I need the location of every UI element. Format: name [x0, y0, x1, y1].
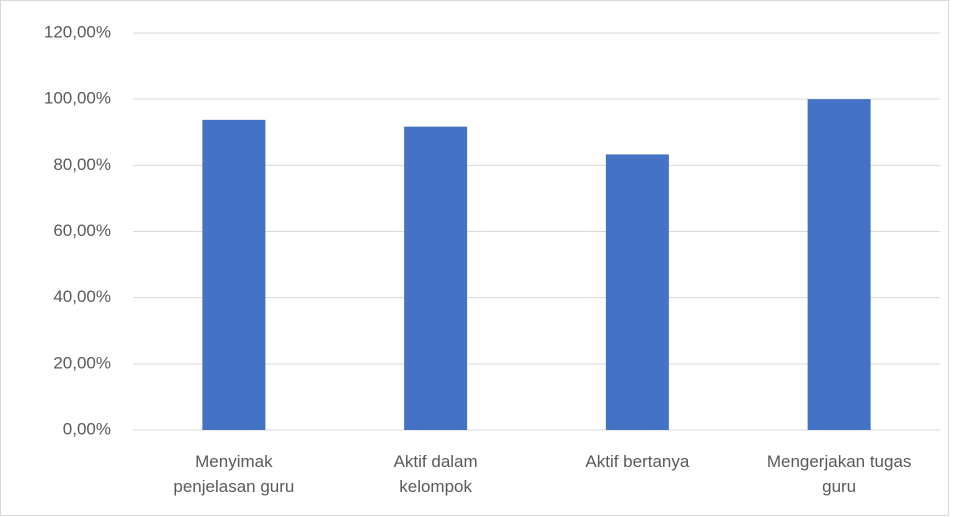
x-tick-label: Mengerjakan tugas guru — [767, 452, 912, 496]
y-tick-label: 40,00% — [53, 287, 111, 306]
y-tick-label: 0,00% — [63, 419, 111, 438]
x-tick-label: Aktif bertanya — [585, 452, 689, 471]
y-tick-label: 100,00% — [44, 89, 111, 108]
bar — [404, 126, 468, 431]
y-tick-label: 60,00% — [53, 221, 111, 240]
bar — [202, 119, 266, 430]
bar — [605, 154, 669, 430]
x-tick-label: Menyimak penjelasan guru — [173, 452, 294, 496]
bar — [807, 99, 871, 431]
y-tick-label: 120,00% — [44, 22, 111, 41]
y-tick-label: 20,00% — [53, 353, 111, 372]
y-tick-label: 80,00% — [53, 155, 111, 174]
x-tick-label: Aktif dalam kelompok — [394, 452, 478, 496]
